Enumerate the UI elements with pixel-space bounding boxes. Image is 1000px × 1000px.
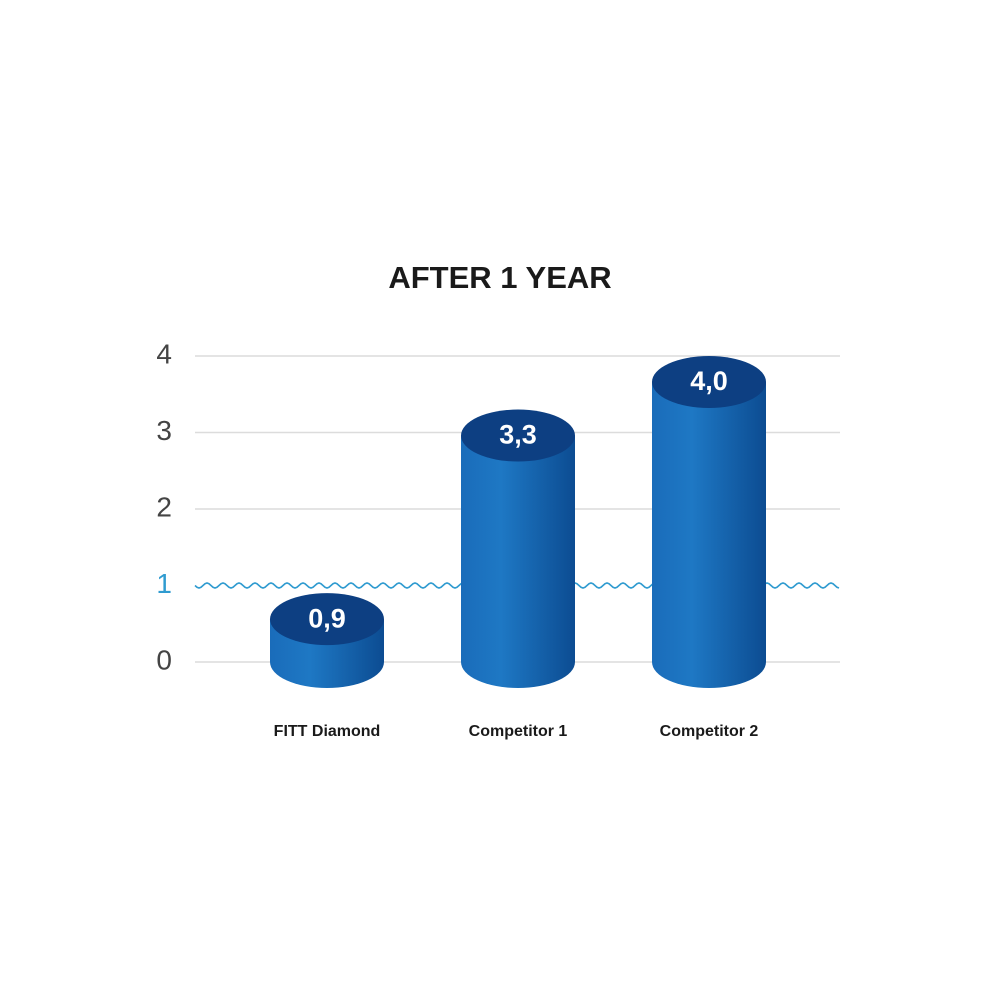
y-tick-label: 3 xyxy=(156,415,172,446)
x-tick-label: Competitor 1 xyxy=(469,723,568,740)
value-label: 4,0 xyxy=(690,366,728,396)
y-tick-label: 4 xyxy=(156,338,172,369)
value-label: 3,3 xyxy=(499,420,537,450)
value-label: 0,9 xyxy=(308,603,346,633)
bar xyxy=(652,382,766,688)
bar-top xyxy=(270,593,384,646)
y-tick-label: 1 xyxy=(156,568,172,599)
chart-title: AFTER 1 YEAR xyxy=(388,260,611,295)
bar-top xyxy=(461,409,575,462)
x-tick-label: FITT Diamond xyxy=(274,723,381,740)
y-tick-label: 0 xyxy=(156,644,172,675)
bar-top xyxy=(652,356,766,408)
x-tick-label: Competitor 2 xyxy=(660,723,759,740)
bar xyxy=(461,435,575,688)
y-tick-label: 2 xyxy=(156,491,172,522)
